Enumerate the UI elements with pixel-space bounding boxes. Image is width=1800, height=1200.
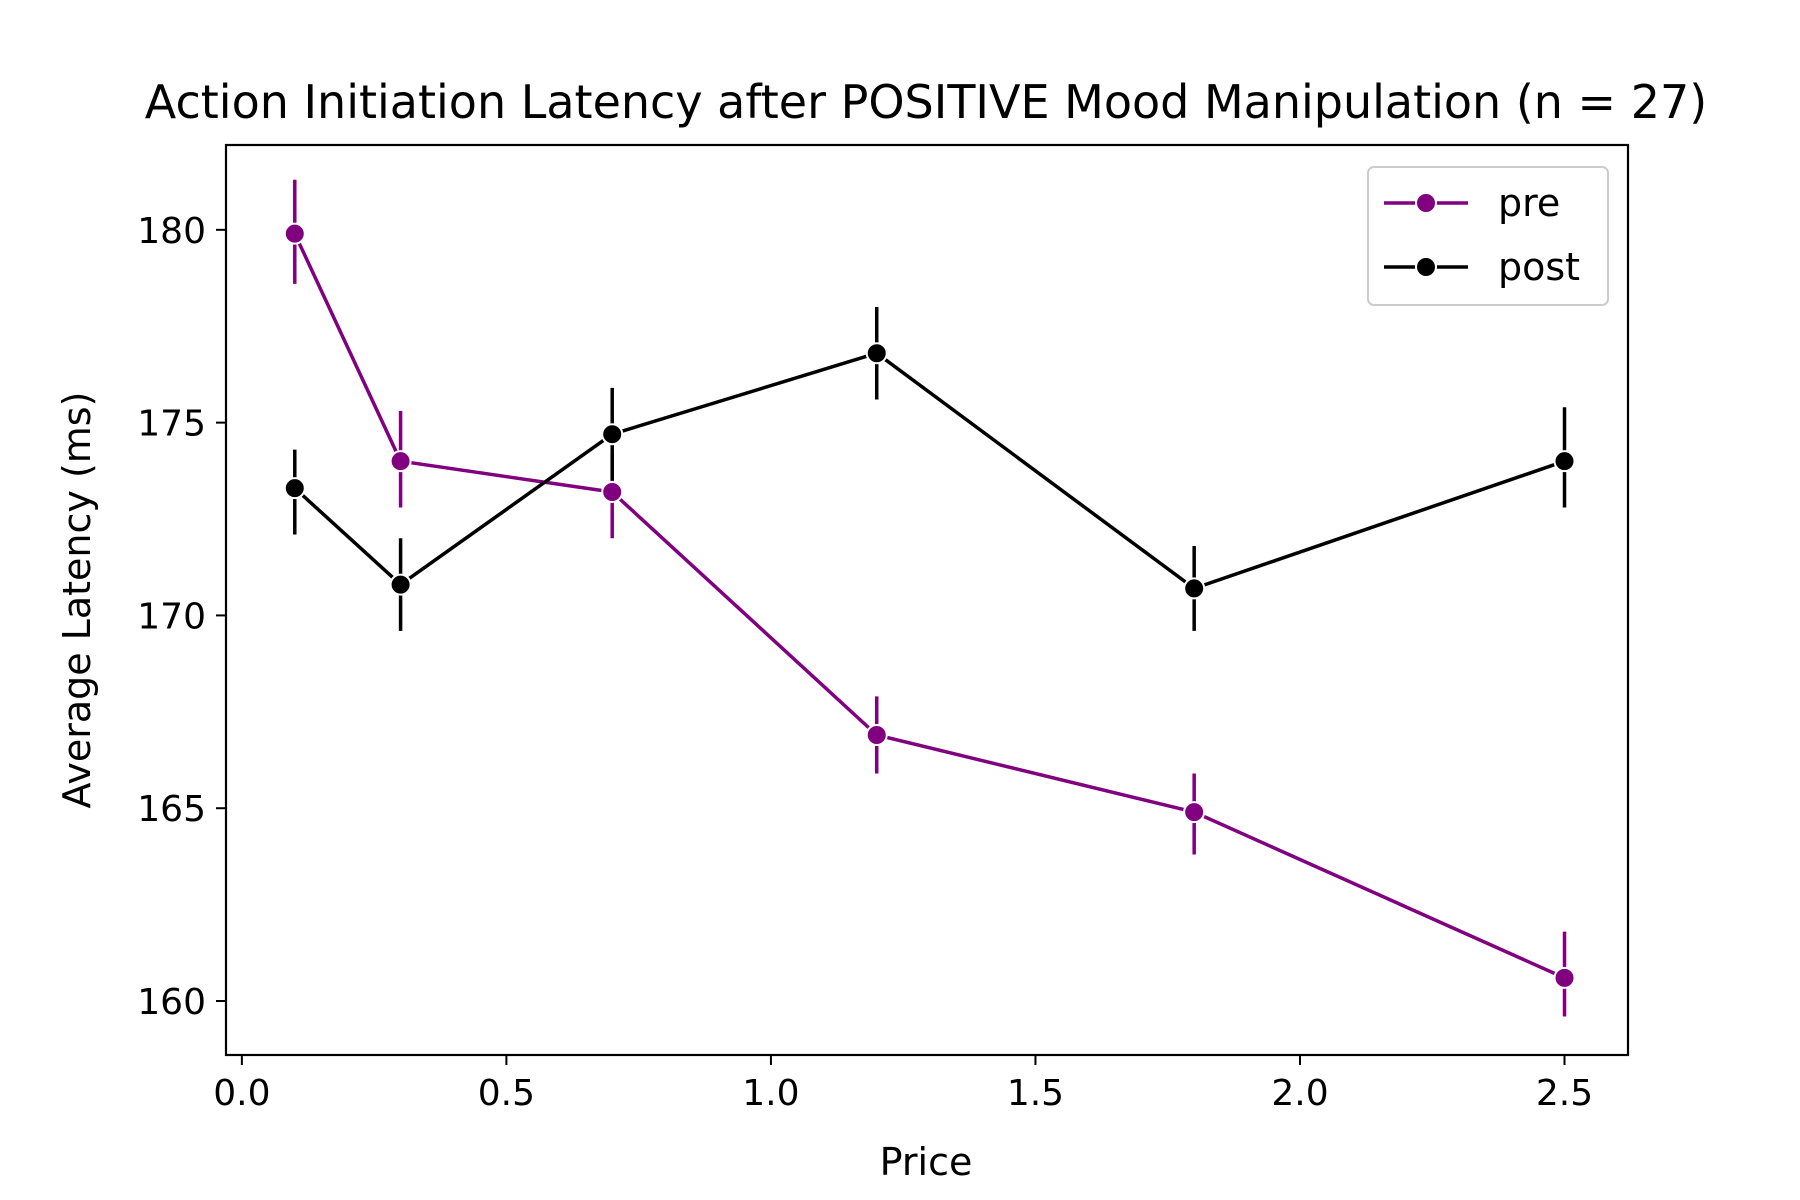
series-line-pre xyxy=(293,232,1566,980)
y-tick-label: 180 xyxy=(137,211,206,252)
data-point-post xyxy=(1183,577,1206,600)
y-axis-label: Average Latency (ms) xyxy=(55,392,99,809)
x-tick-label: 1.5 xyxy=(1007,1073,1064,1114)
x-tick-label: 0.0 xyxy=(213,1073,270,1114)
data-point-post xyxy=(283,477,306,500)
x-axis-label: Price xyxy=(880,1140,973,1184)
data-point-pre xyxy=(1553,966,1576,989)
data-point-pre xyxy=(389,450,412,473)
y-tick-label: 175 xyxy=(137,404,206,445)
series-pre xyxy=(283,179,1576,1017)
x-tick-label: 0.5 xyxy=(478,1073,535,1114)
legend-marker-pre xyxy=(1415,192,1437,214)
legend-item-post: post xyxy=(1384,245,1580,289)
data-point-pre xyxy=(283,222,306,245)
data-point-post xyxy=(865,342,888,365)
plot-area: 0.0 0.5 1.0 1.5 2.0 2.5 160 165 170 175 180 xyxy=(137,143,1630,1114)
chart-title: Action Initiation Latency after POSITIVE… xyxy=(145,75,1707,129)
data-point-post xyxy=(389,573,412,596)
data-point-post xyxy=(601,423,624,446)
y-tick-label: 160 xyxy=(137,982,206,1023)
legend-item-pre: pre xyxy=(1384,181,1560,225)
legend: pre post xyxy=(1367,166,1609,306)
legend-label-pre: pre xyxy=(1498,181,1560,225)
series-post xyxy=(283,306,1576,631)
legend-label-post: post xyxy=(1498,245,1580,289)
x-tick-label: 2.5 xyxy=(1536,1073,1593,1114)
data-point-pre xyxy=(865,723,888,746)
x-tick-label: 2.0 xyxy=(1271,1073,1328,1114)
data-point-pre xyxy=(601,481,624,504)
legend-marker-post xyxy=(1415,256,1437,278)
series-line-post xyxy=(293,351,1566,591)
y-tick-label: 165 xyxy=(137,789,206,830)
x-tick-label: 1.0 xyxy=(742,1073,799,1114)
y-tick-label: 170 xyxy=(137,596,206,637)
plot-frame xyxy=(224,143,1630,1057)
data-point-post xyxy=(1553,450,1576,473)
data-point-pre xyxy=(1183,801,1206,824)
